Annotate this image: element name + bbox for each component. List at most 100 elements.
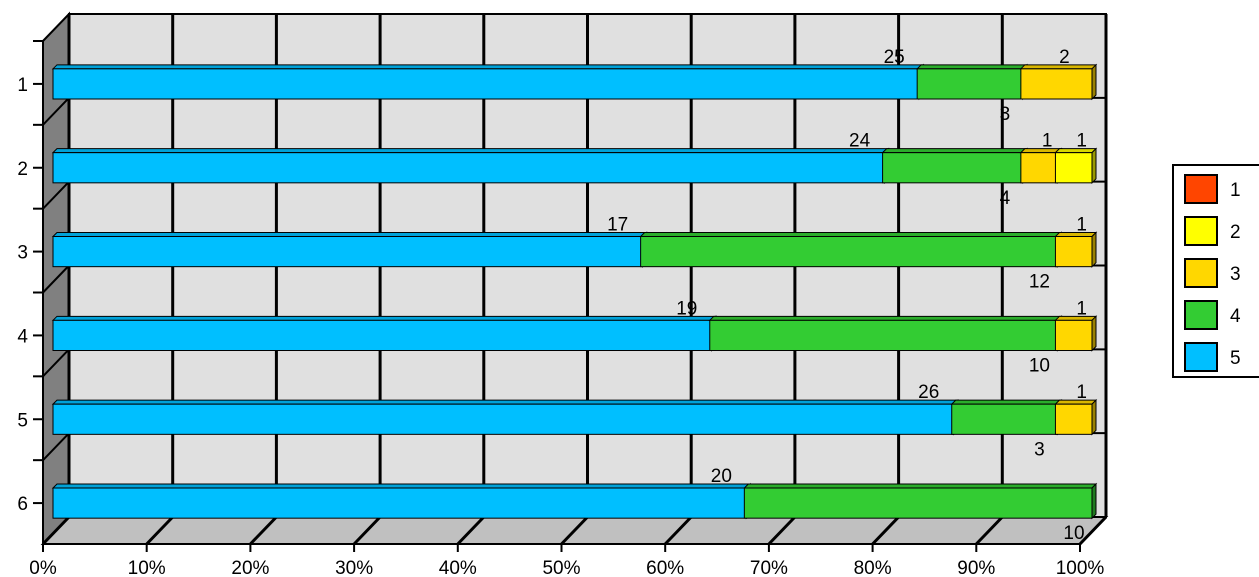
category-divider <box>42 348 70 378</box>
bar-segment <box>1054 315 1098 352</box>
category-divider <box>42 432 70 461</box>
data-label: 1 <box>1076 298 1087 319</box>
data-label: 26 <box>918 382 939 403</box>
x-tick-label: 40% <box>439 558 477 577</box>
data-label: 20 <box>711 466 732 487</box>
bar-top <box>743 483 1098 489</box>
legend-label: 2 <box>1230 222 1241 243</box>
bar-top <box>950 399 1063 405</box>
gridline-floor <box>560 515 589 546</box>
legend-swatch <box>1184 342 1218 372</box>
bar-segment <box>51 147 890 185</box>
y-tick-label: 5 <box>17 410 28 431</box>
bar-top <box>639 231 1063 237</box>
x-tick-label: 0% <box>29 558 57 577</box>
legend-swatch <box>1184 300 1218 330</box>
bar-front <box>709 319 1058 352</box>
bar-front <box>1054 403 1093 435</box>
gridline-floor <box>353 515 382 546</box>
data-label: 1 <box>1076 214 1087 235</box>
data-label: 25 <box>884 47 905 68</box>
category-divider <box>42 180 70 210</box>
data-label: 10 <box>1029 356 1050 377</box>
bar-side <box>1091 315 1097 352</box>
bar-top <box>51 483 752 489</box>
category-divider <box>42 264 70 294</box>
x-tick-label: 30% <box>335 558 373 577</box>
bar-segment <box>915 63 1029 101</box>
x-tick-label: 60% <box>646 558 684 577</box>
bars <box>51 63 1098 520</box>
y-tick-label: 2 <box>17 159 28 180</box>
data-labels: 25 3 2 24 4 1 1 17 12 1 19 10 1 26 3 1 20 10 <box>607 47 1087 544</box>
data-label: 2 <box>1059 47 1070 68</box>
gridline-floor <box>456 515 485 546</box>
bar-front <box>640 235 1058 268</box>
x-tick-label: 100% <box>1056 558 1105 577</box>
bar-segment <box>51 482 752 520</box>
data-label: 1 <box>1076 131 1087 152</box>
bar-front <box>52 235 644 268</box>
legend-label: 1 <box>1230 180 1241 201</box>
bar-side <box>1091 398 1097 436</box>
bar-top <box>51 399 959 405</box>
x-tick-label: 20% <box>231 558 269 577</box>
data-label: 12 <box>1029 272 1050 293</box>
data-label: 3 <box>1000 104 1011 125</box>
x-tick-label: 50% <box>542 558 580 577</box>
bar-front <box>916 68 1024 100</box>
bar-top <box>881 148 1029 154</box>
bar-front <box>52 68 920 100</box>
bar-top <box>708 315 1063 321</box>
bar-front <box>52 487 747 519</box>
x-axis: 0% 10% 20% 30% 40% 50% 60% 70% 80% 90% 100% <box>29 543 1105 577</box>
bar-front <box>1020 152 1058 184</box>
data-label: 10 <box>1063 523 1084 544</box>
x-tick-label: 80% <box>854 558 892 577</box>
data-label: 24 <box>849 131 871 152</box>
gridline-floor <box>871 515 900 546</box>
data-label: 17 <box>607 214 628 235</box>
bar-segment <box>950 398 1063 436</box>
bar-segment <box>1054 398 1098 436</box>
bar-front <box>52 152 886 184</box>
bar-front <box>1054 235 1093 268</box>
bar-side <box>1091 482 1097 520</box>
bar-top <box>51 231 648 237</box>
bar-segment <box>881 147 1029 185</box>
y-tick-label: 1 <box>17 75 28 96</box>
data-label: 3 <box>1034 439 1045 460</box>
legend-label: 3 <box>1230 264 1241 285</box>
gridline-floor <box>249 515 278 546</box>
y-tick-label: 6 <box>17 494 28 515</box>
bar-segment <box>51 63 925 101</box>
x-tick-label: 70% <box>750 558 788 577</box>
y-tick-label: 3 <box>17 243 28 264</box>
data-label: 1 <box>1042 131 1053 152</box>
y-tick-label: 4 <box>17 326 28 347</box>
gridline-floor <box>145 515 174 546</box>
bar-front <box>52 319 713 352</box>
gridline-floor <box>975 515 1004 546</box>
data-label: 19 <box>676 298 697 319</box>
bar-front <box>52 403 955 435</box>
bar-top <box>51 64 925 70</box>
data-label: 1 <box>1076 382 1087 403</box>
bar-segment <box>743 482 1098 520</box>
bar-segment <box>1054 231 1098 268</box>
bar-side <box>1091 147 1097 185</box>
bar-front <box>951 403 1058 435</box>
bar-top <box>915 64 1029 70</box>
x-tick-label: 10% <box>128 558 166 577</box>
bar-side <box>1091 63 1097 101</box>
bar-segment <box>639 231 1063 268</box>
bar-front <box>882 152 1024 184</box>
bar-segment <box>51 231 648 268</box>
legend: 1 2 3 4 5 <box>1172 164 1259 378</box>
bar-front <box>1020 68 1093 100</box>
gridline-floor <box>41 515 71 546</box>
bar-top <box>51 315 717 321</box>
bar-front <box>1054 152 1093 184</box>
legend-swatch <box>1184 258 1218 288</box>
